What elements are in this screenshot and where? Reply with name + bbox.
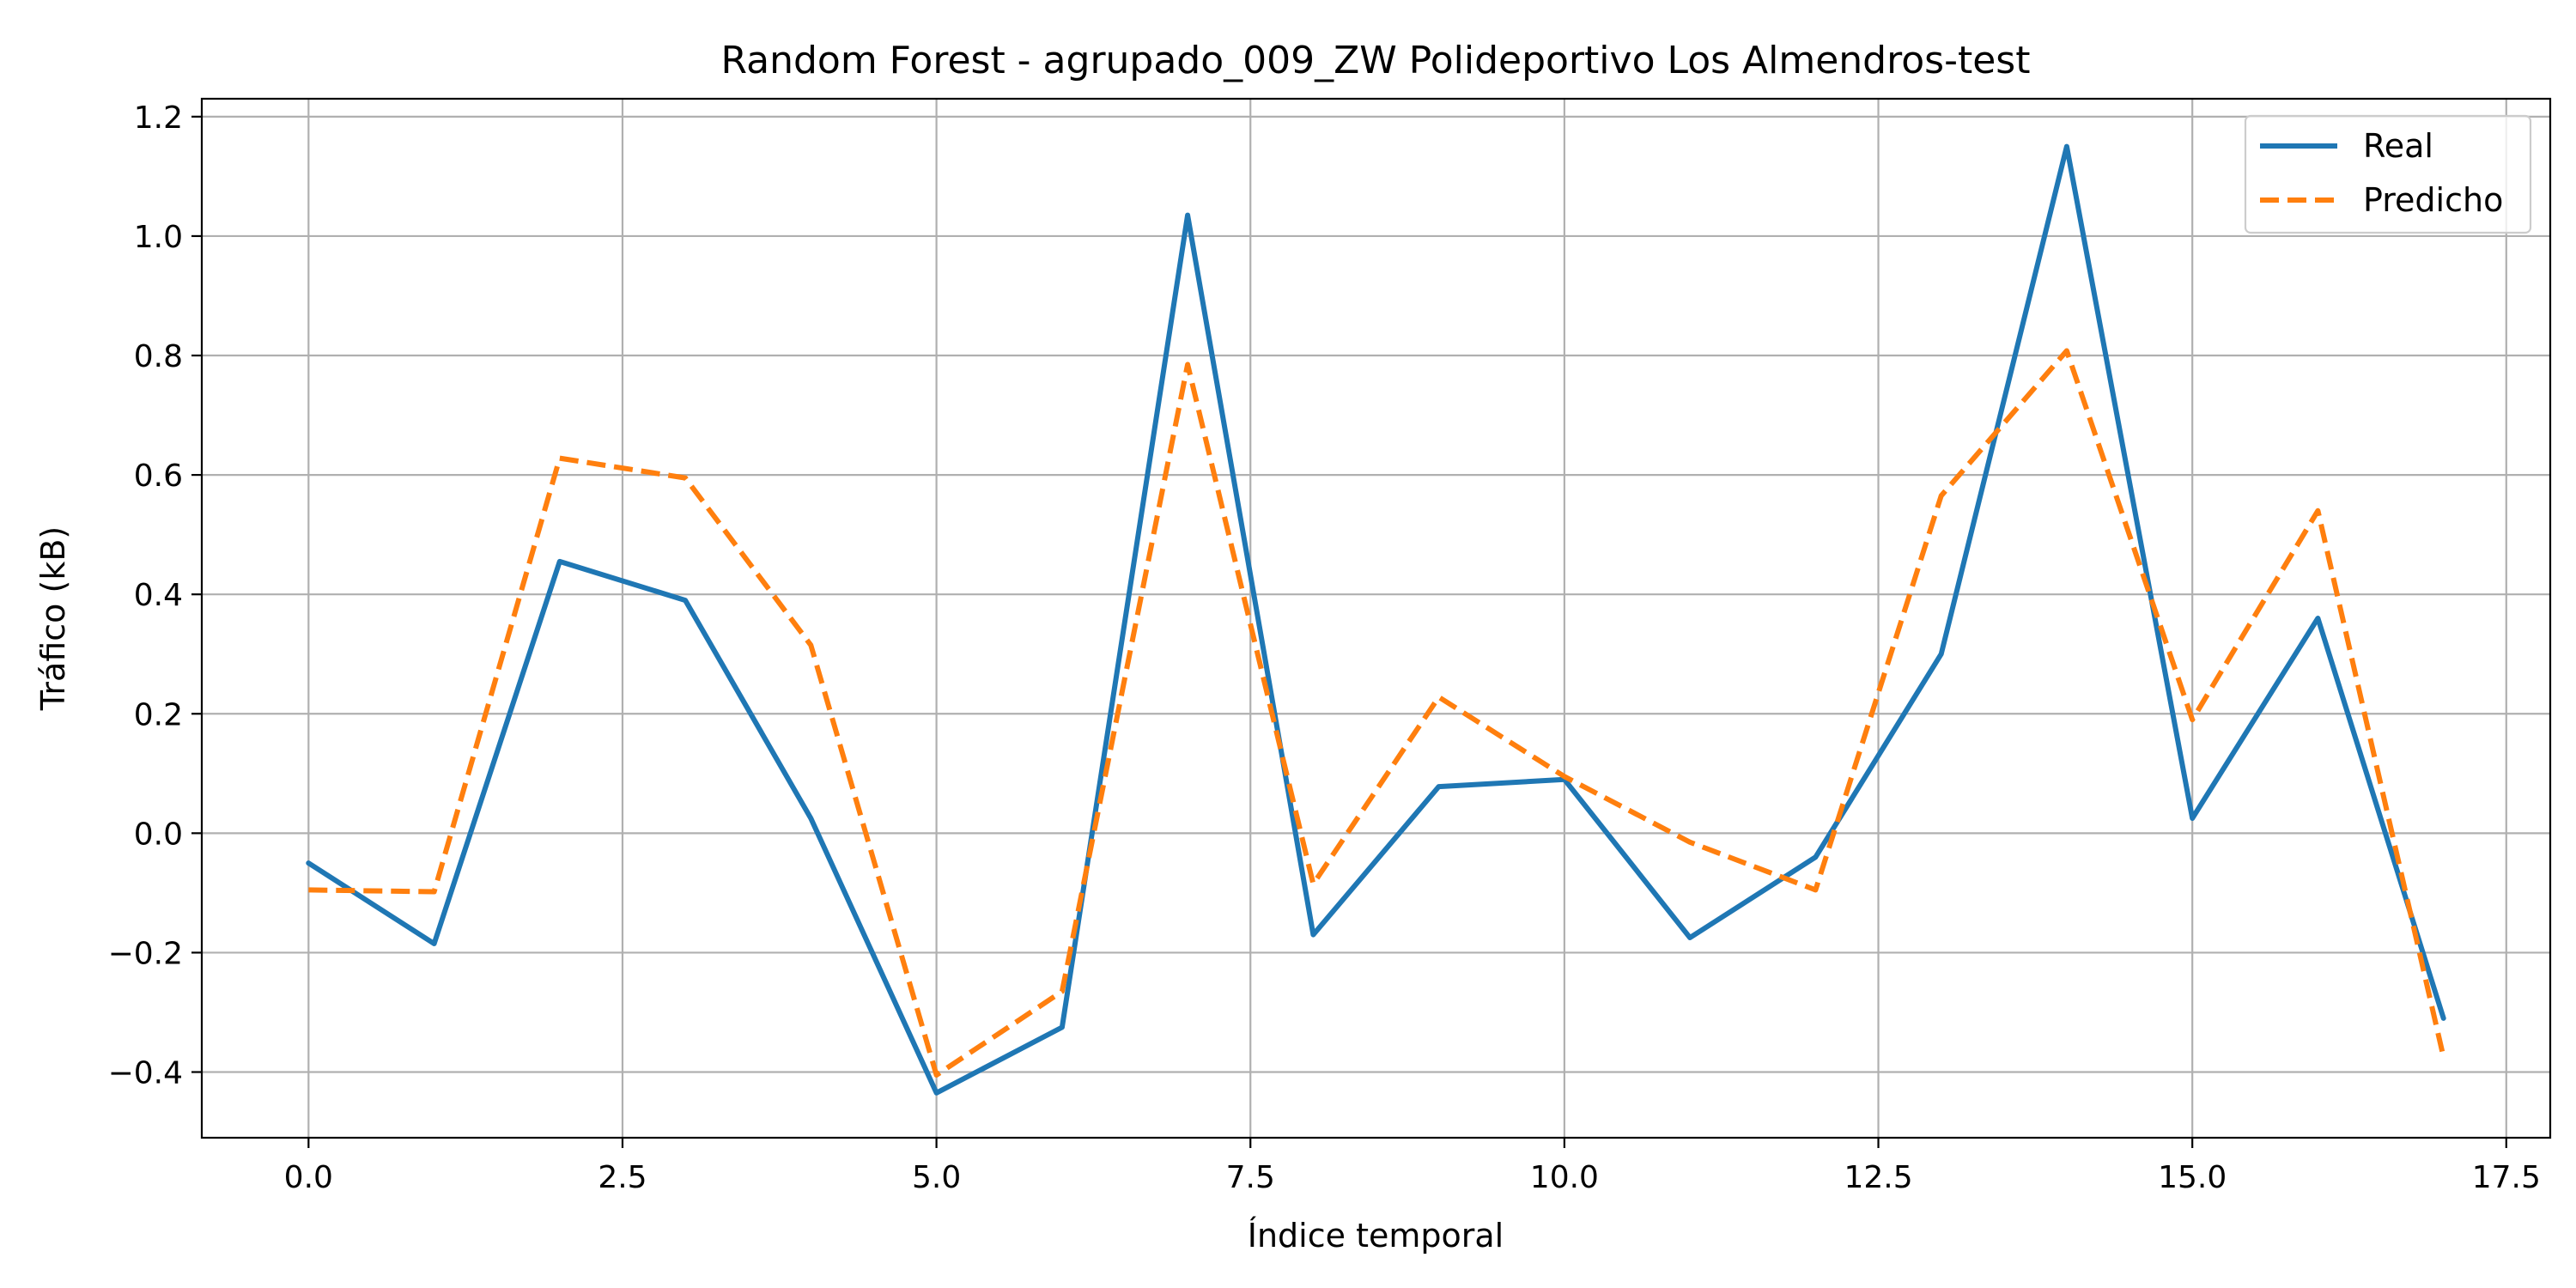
x-tick-label: 10.0 xyxy=(1530,1160,1599,1195)
x-axis-label: Índice temporal xyxy=(1248,1217,1504,1255)
chart-title: Random Forest - agrupado_009_ZW Polidepo… xyxy=(721,39,2031,82)
y-axis-label: Tráfico (kB) xyxy=(34,526,72,711)
y-tick-label: 0.6 xyxy=(134,459,183,494)
y-tick-label: 1.2 xyxy=(134,100,183,136)
legend: Real Predicho xyxy=(2244,114,2532,234)
axis-ticks: 0.0 2.5 5.0 7.5 10.0 12.5 15.0 17.5 −0.4 −0.2 0.0 0… xyxy=(108,100,2541,1195)
x-tick-label: 2.5 xyxy=(598,1160,647,1195)
x-tick-label: 17.5 xyxy=(2472,1160,2541,1195)
x-tick-label: 12.5 xyxy=(1844,1160,1912,1195)
y-tick-label: −0.4 xyxy=(108,1056,183,1091)
grid-lines xyxy=(202,99,2550,1138)
x-tick-label: 5.0 xyxy=(912,1160,961,1195)
y-tick-label: 0.0 xyxy=(134,817,183,852)
x-tick-label: 7.5 xyxy=(1226,1160,1275,1195)
y-tick-label: 1.0 xyxy=(134,220,183,255)
series-line-real xyxy=(306,143,2446,1096)
y-tick-label: −0.2 xyxy=(108,936,183,971)
x-tick-label: 15.0 xyxy=(2158,1160,2227,1195)
y-tick-label: 0.8 xyxy=(134,339,183,374)
legend-label-predicho: Predicho xyxy=(2363,181,2503,219)
x-tick-label: 0.0 xyxy=(284,1160,333,1195)
plot-frame xyxy=(200,97,2552,1139)
legend-label-real: Real xyxy=(2363,127,2433,165)
series-lines xyxy=(306,143,2446,1096)
y-tick-label: 0.4 xyxy=(134,578,183,613)
y-tick-label: 0.2 xyxy=(134,697,183,732)
